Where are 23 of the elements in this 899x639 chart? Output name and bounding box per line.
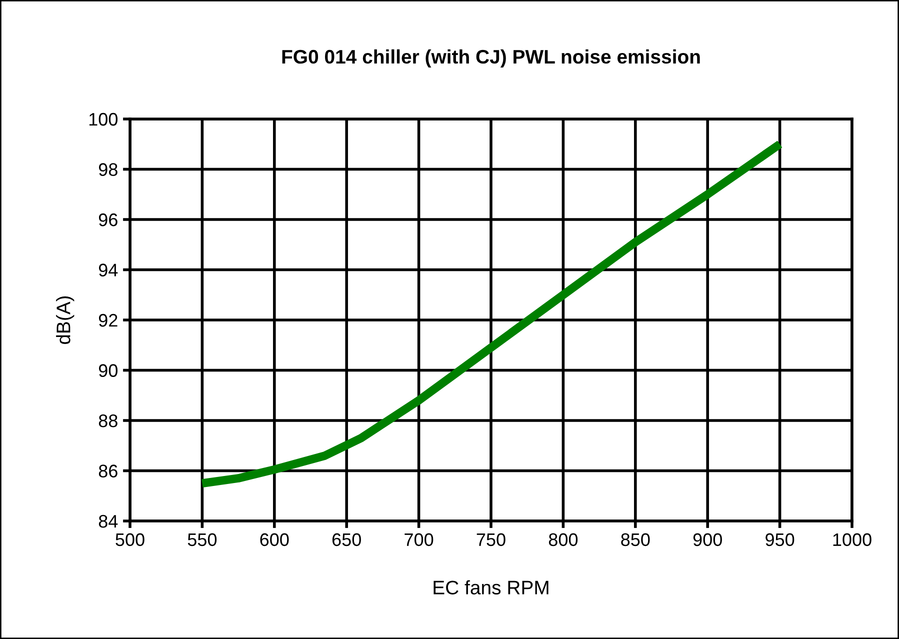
y-tick-label: 98 bbox=[98, 163, 118, 176]
x-tick-label: 800 bbox=[548, 533, 578, 546]
y-tick-label: 96 bbox=[98, 213, 118, 226]
x-tick-label: 850 bbox=[621, 533, 650, 546]
y-tick-label: 94 bbox=[98, 264, 118, 276]
y-tick-label: 100 bbox=[89, 112, 118, 126]
y-tick-label: 86 bbox=[98, 464, 118, 478]
x-tick-label: 1000 bbox=[833, 533, 872, 546]
x-tick-label: 650 bbox=[332, 533, 361, 546]
y-tick-label: 92 bbox=[98, 314, 118, 327]
x-tick-label: 950 bbox=[766, 533, 794, 546]
y-tick-label: 84 bbox=[98, 514, 118, 528]
x-tick-label: 550 bbox=[188, 533, 217, 546]
chart-title: FG0 014 chiller (with CJ) PWL noise emission bbox=[282, 49, 700, 68]
y-axis-title: dB(A) bbox=[56, 296, 74, 344]
x-axis-title: EC fans RPM bbox=[434, 580, 548, 594]
x-tick-label: 700 bbox=[404, 533, 434, 546]
x-tick-label: 750 bbox=[476, 533, 506, 546]
y-tick-label: 90 bbox=[98, 364, 118, 377]
x-tick-label: 600 bbox=[260, 533, 289, 546]
x-tick-label: 500 bbox=[116, 533, 144, 546]
x-tick-label: 900 bbox=[693, 533, 722, 546]
y-tick-label: 88 bbox=[98, 414, 118, 428]
